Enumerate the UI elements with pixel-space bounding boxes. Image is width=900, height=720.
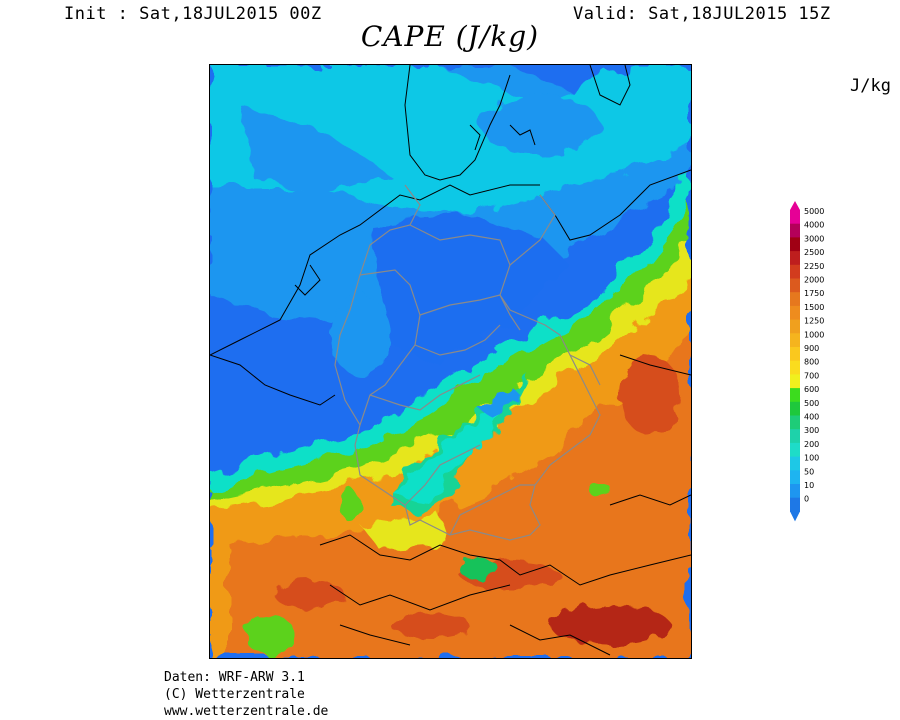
colorbar-label: 800	[804, 358, 819, 367]
colorbar-label: 0	[804, 495, 809, 504]
colorbar-swatch	[790, 470, 800, 485]
colorbar-label: 5000	[804, 207, 824, 216]
colorbar-swatch	[790, 237, 800, 252]
colorbar-label: 1500	[804, 303, 824, 312]
colorbar-label: 600	[804, 385, 819, 394]
unit-label: J/kg	[850, 76, 891, 96]
colorbar-label: 50	[804, 467, 814, 476]
colorbar-label: 100	[804, 454, 819, 463]
colorbar-label: 2250	[804, 262, 824, 271]
colorbar-swatch	[790, 401, 800, 416]
colorbar-label: 1000	[804, 330, 824, 339]
colorbar-label: 10	[804, 481, 814, 490]
credit-copyright: (C) Wetterzentrale	[164, 687, 305, 702]
colorbar-label: 700	[804, 371, 819, 380]
colorbar-label: 200	[804, 440, 819, 449]
colorbar-label: 2000	[804, 276, 824, 285]
colorbar-swatch	[790, 319, 800, 334]
colorbar-bottom-arrow	[790, 511, 800, 522]
valid-time-label: Valid: Sat,18JUL2015 15Z	[573, 4, 831, 24]
colorbar-label: 400	[804, 413, 819, 422]
colorbar-swatch	[790, 497, 800, 512]
band-blue-corridor	[370, 215, 570, 365]
colorbar-swatch	[790, 456, 800, 471]
map-title: CAPE (J/kg)	[360, 20, 540, 53]
init-time-label: Init : Sat,18JUL2015 00Z	[64, 4, 322, 24]
colorbar-label: 500	[804, 399, 819, 408]
colorbar-label: 4000	[804, 221, 824, 230]
colorbar-swatch	[790, 484, 800, 499]
colorbar-swatch	[790, 388, 800, 403]
colorbar-swatch	[790, 333, 800, 348]
colorbar-swatch	[790, 374, 800, 389]
colorbar-swatch	[790, 305, 800, 321]
colorbar-swatch	[790, 442, 800, 458]
colorbar-swatch	[790, 360, 800, 375]
colorbar-swatch	[790, 210, 800, 225]
colorbar-top-arrow	[790, 201, 800, 210]
colorbar-swatch	[790, 223, 800, 238]
colorbar-swatch	[790, 429, 800, 444]
colorbar-label: 3000	[804, 234, 824, 243]
colorbar-swatch	[790, 251, 800, 266]
credit-website: www.wetterzentrale.de	[164, 704, 329, 719]
colorbar-swatch	[790, 278, 800, 293]
colorbar-label: 1750	[804, 289, 824, 298]
credit-data-source: Daten: WRF-ARW 3.1	[164, 670, 305, 685]
colorbar-label: 2500	[804, 248, 824, 257]
borders	[334, 184, 601, 541]
colorbar-label: 1250	[804, 317, 824, 326]
color-legend: 5000400030002500225020001750150012501000…	[790, 201, 824, 522]
colorbar-swatch	[790, 264, 800, 279]
colorbar-swatch	[790, 292, 800, 307]
cape-map	[209, 64, 692, 659]
colorbar-label: 900	[804, 344, 819, 353]
colorbar-swatch	[790, 347, 800, 362]
colorbar-swatch	[790, 415, 800, 430]
colorbar-label: 300	[804, 426, 819, 435]
credits: Daten: WRF-ARW 3.1 (C) Wetterzentrale ww…	[164, 669, 328, 720]
